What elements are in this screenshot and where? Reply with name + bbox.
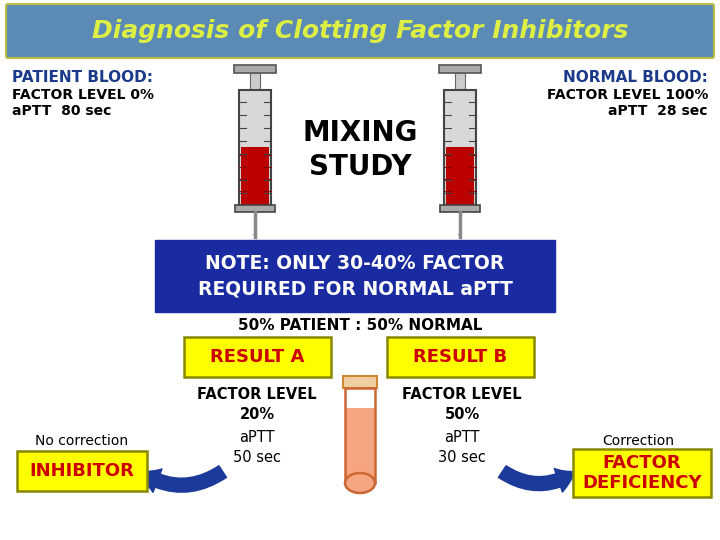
FancyArrowPatch shape [498,466,576,492]
Text: aPTT  80 sec: aPTT 80 sec [12,104,112,118]
Text: Correction: Correction [602,434,674,448]
Bar [235,205,275,212]
Polygon shape [458,234,462,239]
Bar [345,388,375,408]
Text: FACTOR LEVEL 0%: FACTOR LEVEL 0% [12,88,154,102]
Text: INHIBITOR: INHIBITOR [30,462,135,480]
Bar [455,73,465,95]
Polygon shape [253,234,257,239]
Text: FACTOR LEVEL
20%: FACTOR LEVEL 20% [197,387,317,422]
Bar [439,65,481,73]
Text: 50% PATIENT : 50% NORMAL: 50% PATIENT : 50% NORMAL [238,319,482,334]
Text: NOTE: ONLY 30-40% FACTOR
REQUIRED FOR NORMAL aPTT: NOTE: ONLY 30-40% FACTOR REQUIRED FOR NO… [197,254,513,299]
Text: aPTT  28 sec: aPTT 28 sec [608,104,708,118]
Text: RESULT B: RESULT B [413,348,508,366]
Text: FACTOR LEVEL 100%: FACTOR LEVEL 100% [546,88,708,102]
Text: NORMAL BLOOD:: NORMAL BLOOD: [563,70,708,85]
Text: aPTT
50 sec: aPTT 50 sec [233,430,281,465]
Bar [345,408,375,483]
Text: FACTOR LEVEL
50%: FACTOR LEVEL 50% [402,387,522,422]
FancyBboxPatch shape [184,337,331,377]
Bar [250,73,260,95]
FancyBboxPatch shape [573,449,711,497]
FancyBboxPatch shape [6,4,714,58]
Bar [239,90,271,205]
Text: No correction: No correction [35,434,129,448]
Text: MIXING
STUDY: MIXING STUDY [302,119,418,181]
Text: PATIENT BLOOD:: PATIENT BLOOD: [12,70,153,85]
FancyArrowPatch shape [140,466,227,492]
Ellipse shape [345,473,375,493]
Bar [446,147,474,205]
Bar [343,376,377,388]
Text: RESULT A: RESULT A [210,348,305,366]
Text: FACTOR
DEFICIENCY: FACTOR DEFICIENCY [582,454,702,492]
Bar [345,388,375,483]
Text: Diagnosis of Clotting Factor Inhibitors: Diagnosis of Clotting Factor Inhibitors [91,19,629,43]
Bar [155,240,555,312]
Bar [241,147,269,205]
Text: aPTT
30 sec: aPTT 30 sec [438,430,486,465]
Bar [444,90,476,205]
FancyBboxPatch shape [387,337,534,377]
Bar [440,205,480,212]
FancyBboxPatch shape [17,451,147,491]
Bar [234,65,276,73]
